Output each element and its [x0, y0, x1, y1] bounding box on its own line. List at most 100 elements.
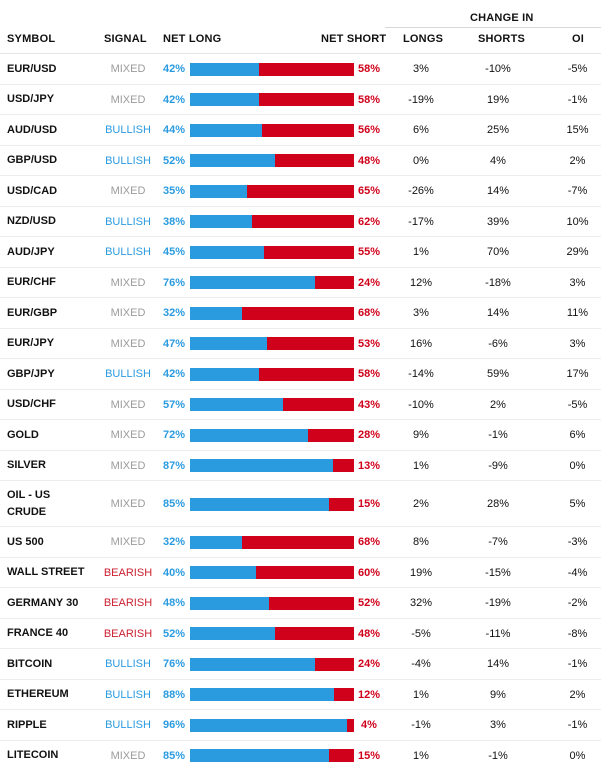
net-long-value: 32%	[162, 536, 186, 549]
oi-change: -1%	[567, 93, 588, 106]
oi-change: 0%	[569, 749, 586, 762]
net-long-value: 76%	[162, 658, 186, 671]
table-row[interactable]: FRANCE 40 BEARISH 52% 48% -5% -11% -8%	[0, 619, 601, 649]
net-short-bar-fill	[252, 215, 354, 229]
oi-change: -8%	[567, 627, 588, 640]
shorts-change: -19%	[485, 597, 511, 610]
table-row[interactable]: USD/JPY MIXED 42% 58% -19% 19% -1%	[0, 85, 601, 115]
sentiment-bar	[190, 497, 354, 511]
symbol-link[interactable]: USD/CHF	[7, 398, 56, 411]
table-row[interactable]: EUR/USD MIXED 42% 58% 3% -10% -5%	[0, 54, 601, 85]
net-short-value: 24%	[357, 276, 381, 289]
table-row[interactable]: GOLD MIXED 72% 28% 9% -1% 6%	[0, 420, 601, 451]
symbol-link[interactable]: EUR/USD	[7, 62, 57, 75]
table-row[interactable]: EUR/CHF MIXED 76% 24% 12% -18% 3%	[0, 268, 601, 298]
longs-header[interactable]: LONGS	[403, 33, 444, 45]
net-short-value: 60%	[357, 566, 381, 579]
net-short-bar-fill	[329, 497, 354, 511]
table-row[interactable]: EUR/GBP MIXED 32% 68% 3% 14% 11%	[0, 298, 601, 329]
row-divider	[0, 297, 601, 298]
table-row[interactable]: US 500 MIXED 32% 68% 8% -7% -3%	[0, 527, 601, 558]
symbol-link[interactable]: LITECOIN	[7, 749, 59, 762]
symbol-link[interactable]: RIPPLE	[7, 718, 47, 731]
net-short-value: 55%	[357, 246, 381, 259]
symbol-link[interactable]: EUR/GBP	[7, 306, 58, 319]
net-long-value: 87%	[162, 459, 186, 472]
oi-change: 5%	[569, 498, 586, 510]
symbol-link[interactable]: ETHEREUM	[7, 688, 69, 701]
symbol-link[interactable]: SILVER	[7, 459, 46, 472]
symbol-link[interactable]: USD/JPY	[7, 93, 55, 106]
symbol-link[interactable]: AUD/USD	[7, 123, 58, 136]
net-short-bar-fill	[255, 566, 354, 580]
symbol-link[interactable]: NZD/USD	[7, 215, 56, 228]
table-row[interactable]: WALL STREET BEARISH 40% 60% 19% -15% -4%	[0, 558, 601, 588]
shorts-change: 3%	[490, 719, 506, 732]
table-row[interactable]: GBP/JPY BULLISH 42% 58% -14% 59% 17%	[0, 359, 601, 390]
net-long-bar-fill	[190, 123, 263, 137]
row-divider	[0, 205, 601, 207]
net-short-bar-fill	[247, 184, 354, 198]
shorts-header[interactable]: SHORTS	[478, 33, 526, 45]
signal-label: MIXED	[110, 337, 146, 350]
oi-change: 10%	[566, 215, 589, 228]
table-row[interactable]: NZD/USD BULLISH 38% 62% -17% 39% 10%	[0, 207, 601, 237]
symbol-link[interactable]: EUR/CHF	[7, 276, 56, 289]
symbol-link[interactable]: WALL STREET	[7, 566, 85, 579]
net-short-value: 58%	[357, 368, 381, 381]
longs-change: 9%	[413, 429, 429, 442]
net-short-header[interactable]: NET SHORT	[321, 33, 387, 45]
oi-change: 0%	[569, 459, 586, 472]
signal-label: BULLISH	[105, 658, 151, 671]
symbol-link[interactable]: USD/CAD	[7, 184, 58, 197]
symbol-link[interactable]: BITCOIN	[7, 657, 53, 670]
shorts-change: 9%	[490, 688, 506, 701]
symbol-link[interactable]: GBP/JPY	[7, 367, 55, 380]
net-long-bar-fill	[190, 749, 330, 763]
net-long-bar-fill	[190, 93, 259, 107]
table-row[interactable]: EUR/JPY MIXED 47% 53% 16% -6% 3%	[0, 329, 601, 359]
table-row[interactable]: RIPPLE BULLISH 96% 4% -1% 3% -1%	[0, 710, 601, 741]
table-row[interactable]: AUD/JPY BULLISH 45% 55% 1% 70% 29%	[0, 237, 601, 268]
symbol-link[interactable]: GERMANY 30	[7, 596, 79, 609]
table-row[interactable]: LITECOIN MIXED 85% 15% 1% -1% 0%	[0, 741, 601, 772]
table-row[interactable]: ETHEREUM BULLISH 88% 12% 1% 9% 2%	[0, 680, 601, 710]
net-short-bar-fill	[275, 154, 354, 168]
oi-change: -2%	[567, 597, 588, 610]
net-long-value: 52%	[162, 154, 186, 167]
table-row[interactable]: USD/CHF MIXED 57% 43% -10% 2% -5%	[0, 390, 601, 420]
symbol-link[interactable]: GOLD	[7, 428, 39, 441]
signal-label: MIXED	[110, 63, 146, 76]
row-divider	[0, 648, 601, 649]
symbol-link[interactable]: OIL - US CRUDE	[7, 489, 51, 518]
symbol-header[interactable]: SYMBOL	[7, 33, 56, 45]
net-short-value: 68%	[357, 536, 381, 549]
net-long-header[interactable]: NET LONG	[163, 33, 222, 45]
table-row[interactable]: GERMANY 30 BEARISH 48% 52% 32% -19% -2%	[0, 588, 601, 619]
table-row[interactable]: AUD/USD BULLISH 44% 56% 6% 25% 15%	[0, 115, 601, 146]
signal-label: MIXED	[110, 93, 146, 106]
symbol-link[interactable]: AUD/JPY	[7, 245, 55, 258]
net-long-bar-fill	[190, 535, 243, 549]
symbol-link[interactable]: EUR/JPY	[7, 337, 55, 350]
table-row[interactable]: GBP/USD BULLISH 52% 48% 0% 4% 2%	[0, 146, 601, 176]
row-divider	[0, 266, 601, 268]
net-long-bar-fill	[190, 215, 253, 229]
signal-label: MIXED	[110, 536, 146, 549]
table-row[interactable]: BITCOIN BULLISH 76% 24% -4% 14% -1%	[0, 649, 601, 680]
oi-header[interactable]: OI	[572, 33, 585, 45]
symbol-link[interactable]: FRANCE 40	[7, 627, 69, 640]
symbol-link[interactable]: US 500	[7, 535, 44, 548]
symbol-link[interactable]: GBP/USD	[7, 154, 58, 167]
sentiment-bar	[190, 627, 354, 641]
signal-label: MIXED	[110, 307, 146, 320]
oi-change: 3%	[569, 276, 586, 289]
net-long-bar-fill	[190, 276, 315, 290]
table-row[interactable]: OIL - US CRUDE MIXED 85% 15% 2% 28% 5%	[0, 481, 601, 527]
signal-label: BEARISH	[103, 566, 153, 579]
table-row[interactable]: USD/CAD MIXED 35% 65% -26% 14% -7%	[0, 176, 601, 207]
net-short-value: 12%	[357, 688, 381, 701]
longs-change: 3%	[413, 63, 429, 76]
table-row[interactable]: SILVER MIXED 87% 13% 1% -9% 0%	[0, 451, 601, 481]
signal-header[interactable]: SIGNAL	[104, 33, 147, 45]
